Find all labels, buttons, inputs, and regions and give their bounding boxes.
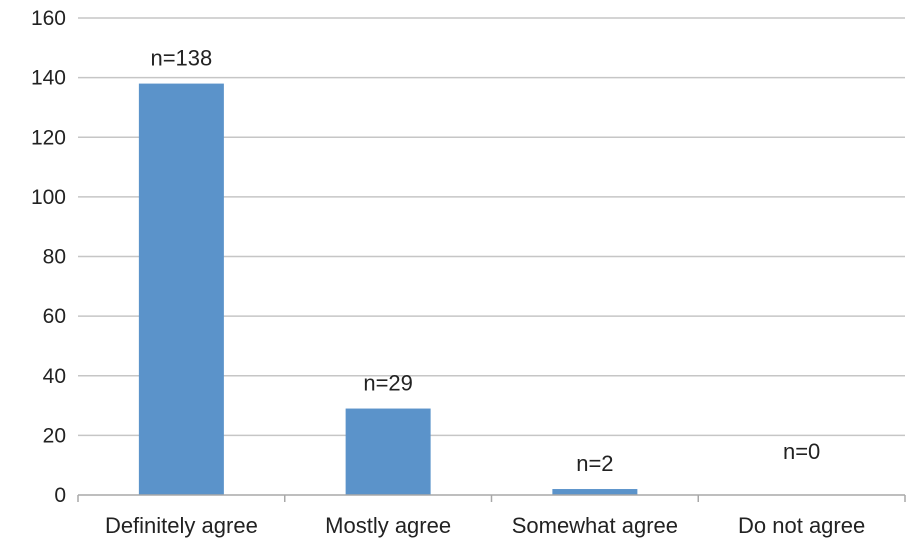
y-tick-label: 160: [31, 7, 66, 30]
data-labels: n=138 n=29 n=2 n=0: [150, 46, 820, 476]
x-axis: [77, 494, 906, 502]
data-label: n=0: [783, 439, 820, 464]
data-label: n=29: [363, 371, 413, 396]
y-tick-label: 80: [43, 246, 66, 269]
x-tick-label: Do not agree: [738, 513, 865, 538]
y-axis-ticks: 0 20 40 60 80 100 120 140 160: [31, 7, 66, 507]
y-tick-label: 100: [31, 186, 66, 209]
y-tick-label: 0: [54, 484, 66, 507]
y-tick-label: 140: [31, 67, 66, 90]
y-tick-label: 20: [43, 424, 66, 447]
y-tick-label: 60: [43, 305, 66, 328]
data-label: n=138: [150, 46, 212, 71]
y-tick-label: 40: [43, 365, 66, 388]
x-tick-label: Definitely agree: [105, 513, 258, 538]
bar-mostly-agree: [345, 408, 431, 495]
x-tick-label: Mostly agree: [325, 513, 451, 538]
y-tick-label: 120: [31, 126, 66, 149]
bar-definitely-agree: [138, 83, 224, 496]
x-tick-label: Somewhat agree: [512, 513, 678, 538]
bar-somewhat-agree: [552, 489, 638, 495]
data-label: n=2: [576, 451, 613, 476]
bars: [138, 83, 638, 496]
x-axis-labels: Definitely agree Mostly agree Somewhat agr…: [105, 513, 865, 538]
